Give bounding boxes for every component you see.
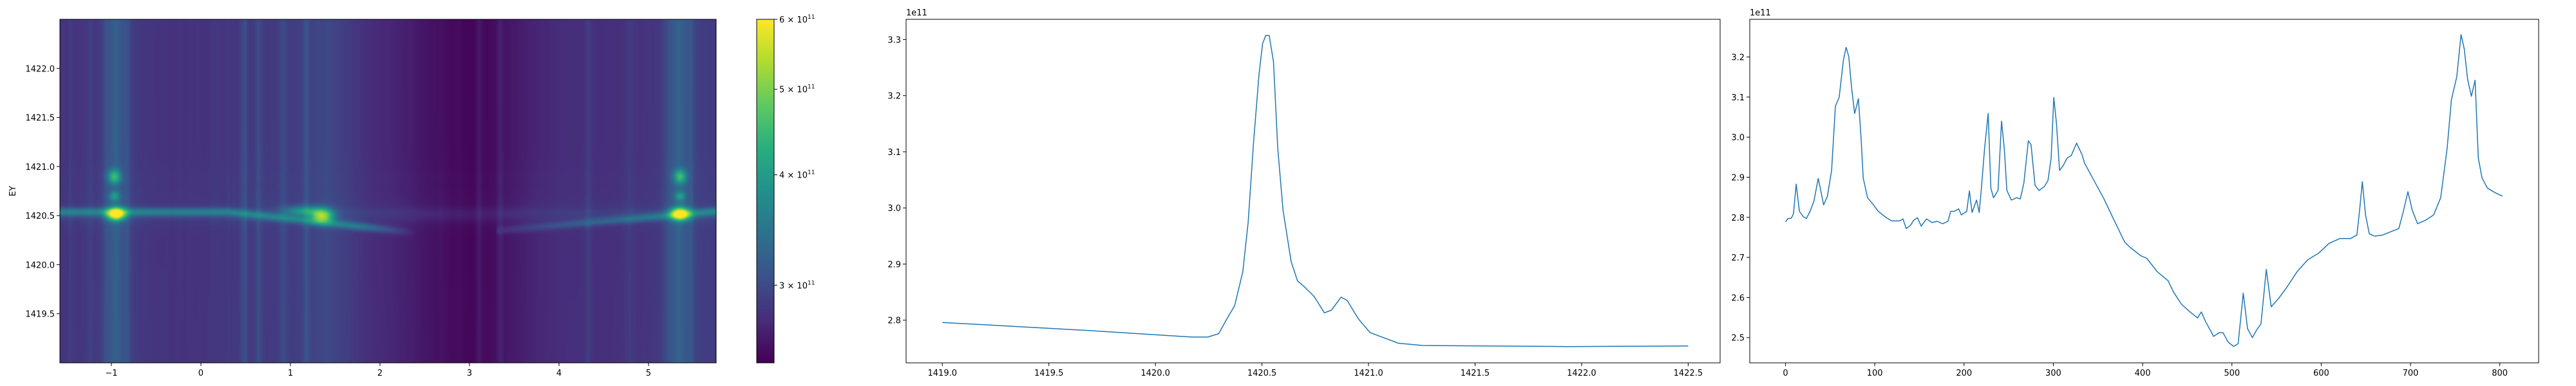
data-series-line bbox=[942, 35, 1689, 347]
x-tick-label: 200 bbox=[1956, 369, 1972, 378]
x-tick-label: −1 bbox=[105, 369, 117, 378]
x-tick-label: 4 bbox=[556, 369, 562, 378]
y-tick-label: 3.0 bbox=[1731, 133, 1745, 143]
y-tick-label: 2.9 bbox=[887, 260, 901, 270]
x-tick-label: 1421.5 bbox=[1461, 369, 1490, 378]
y-tick-label: 2.5 bbox=[1731, 334, 1745, 344]
y-tick-label: 1420.0 bbox=[26, 261, 55, 270]
x-tick-label: 700 bbox=[2403, 369, 2419, 378]
x-tick-label: 500 bbox=[2224, 369, 2240, 378]
x-tick-label: 1422.0 bbox=[1567, 369, 1596, 378]
x-tick-label: 400 bbox=[2135, 369, 2151, 378]
colorbar-tick-exponent: 11 bbox=[808, 84, 815, 91]
y-tick-label: 1421.5 bbox=[26, 114, 55, 124]
x-tick-label: 100 bbox=[1867, 369, 1883, 378]
y-tick-label: 2.8 bbox=[1731, 214, 1745, 223]
x-tick-label: 2 bbox=[377, 369, 383, 378]
y-tick-label: 3.1 bbox=[1731, 93, 1745, 103]
y-tick-label: 3.2 bbox=[1731, 53, 1745, 63]
y-tick-label: 3.3 bbox=[887, 35, 901, 45]
colorbar-tick-mantissa: 6 × 10 bbox=[779, 15, 808, 25]
colorbar-tick-label: 3 × 1011 bbox=[779, 280, 815, 291]
x-tick-label: 0 bbox=[1783, 369, 1788, 378]
colorbar-tick-label: 4 × 1011 bbox=[779, 170, 815, 181]
colorbar-tick-exponent: 11 bbox=[808, 14, 815, 21]
y-axis-label: EY bbox=[8, 186, 18, 196]
y-tick-label: 3.0 bbox=[887, 204, 901, 214]
x-tick-label: 3 bbox=[467, 369, 472, 378]
colorbar-tick-label: 6 × 1011 bbox=[779, 14, 815, 25]
offset-label: 1e11 bbox=[906, 8, 927, 18]
x-tick-label: 600 bbox=[2313, 369, 2329, 378]
x-tick-label: 5 bbox=[646, 369, 651, 378]
heatmap-image bbox=[60, 19, 716, 363]
x-tick-label: 0 bbox=[198, 369, 204, 378]
data-series-line bbox=[1785, 33, 2503, 347]
axes-frame bbox=[905, 19, 1721, 363]
colorbar-gradient bbox=[757, 19, 774, 363]
axes-frame bbox=[1749, 19, 2539, 363]
x-tick-label: 1421.0 bbox=[1354, 369, 1383, 378]
y-tick-label: 2.7 bbox=[1731, 253, 1745, 263]
y-tick-label: 1421.0 bbox=[26, 163, 55, 172]
colorbar-tick-label: 5 × 1011 bbox=[779, 84, 815, 95]
x-tick-label: 1420.0 bbox=[1141, 369, 1170, 378]
colorbar-tick-exponent: 11 bbox=[808, 170, 815, 176]
colorbar-tick-mantissa: 3 × 10 bbox=[779, 281, 808, 291]
colorbar-tick-mantissa: 4 × 10 bbox=[779, 171, 808, 181]
colorbar-tick-mantissa: 5 × 10 bbox=[779, 86, 808, 95]
y-tick-label: 3.2 bbox=[887, 92, 901, 102]
y-tick-label: 2.8 bbox=[887, 317, 901, 326]
x-tick-label: 1 bbox=[288, 369, 293, 378]
y-tick-label: 1422.0 bbox=[26, 64, 55, 74]
colorbar-frame bbox=[756, 19, 775, 363]
x-tick-label: 1419.5 bbox=[1034, 369, 1064, 378]
y-tick-label: 1419.5 bbox=[26, 310, 55, 320]
colorbar-tick-exponent: 11 bbox=[808, 280, 815, 286]
x-tick-label: 300 bbox=[2045, 369, 2061, 378]
offset-label: 1e11 bbox=[1750, 8, 1771, 18]
x-tick-label: 800 bbox=[2492, 369, 2508, 378]
axes-frame bbox=[59, 19, 717, 363]
y-tick-label: 3.1 bbox=[887, 148, 901, 158]
y-tick-label: 1420.5 bbox=[26, 212, 55, 221]
x-tick-label: 1420.5 bbox=[1247, 369, 1277, 378]
x-tick-label: 1422.5 bbox=[1674, 369, 1703, 378]
y-tick-label: 2.9 bbox=[1731, 174, 1745, 183]
x-tick-label: 1419.0 bbox=[928, 369, 958, 378]
y-tick-label: 2.6 bbox=[1731, 293, 1745, 303]
